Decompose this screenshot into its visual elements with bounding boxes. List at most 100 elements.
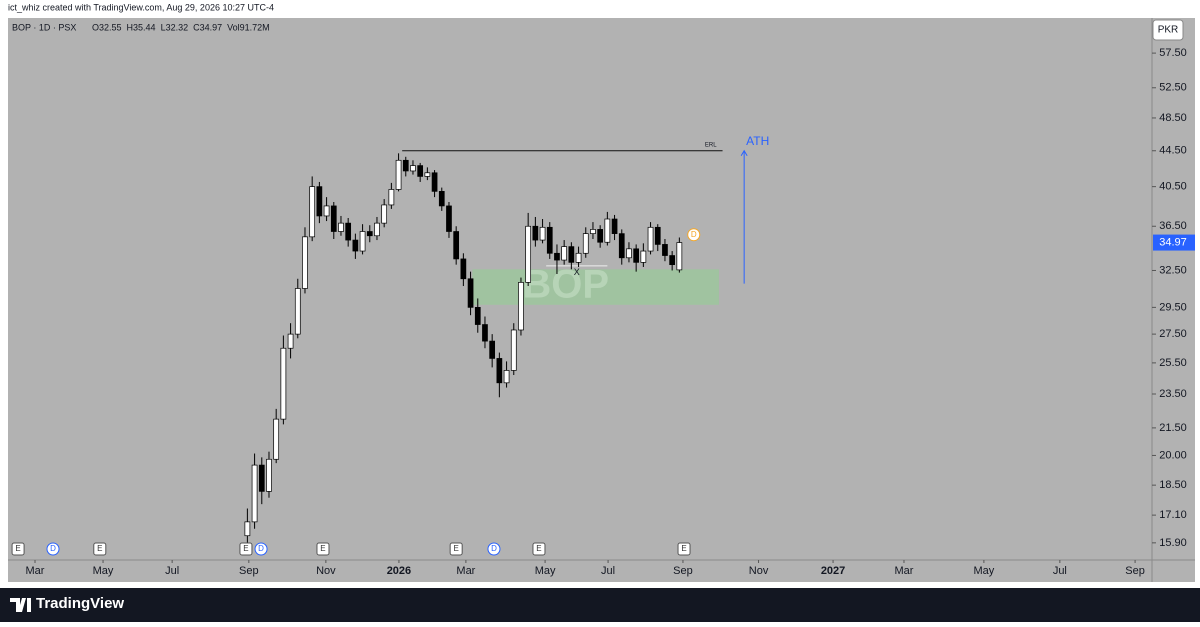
event-label[interactable]: E [320, 544, 325, 553]
y-tick-label: 23.50 [1159, 388, 1187, 400]
legend-value: H35.44 [127, 22, 156, 32]
candle-body [316, 186, 323, 217]
candle-body [258, 464, 265, 492]
event-label[interactable]: E [681, 544, 686, 553]
caption: ict_whiz created with TradingView.com, A… [8, 2, 274, 12]
candle-body [474, 307, 481, 325]
candle-body [446, 205, 452, 232]
event-label[interactable]: E [243, 544, 248, 553]
candle-body [453, 231, 460, 260]
event-shape [46, 542, 60, 556]
x-tick-label: May [93, 565, 114, 577]
candle-body [266, 458, 272, 492]
candle-body [330, 205, 337, 232]
currency-box[interactable] [1152, 19, 1184, 41]
x-tick-label: Sep [1125, 565, 1145, 577]
candle-body [345, 222, 352, 241]
candle-body [633, 248, 640, 263]
legend-value: L32.32 [161, 22, 189, 32]
candle-body [280, 347, 287, 420]
x-tick-label: May [974, 565, 995, 577]
level-label: X [574, 267, 580, 277]
y-tick-label: 25.50 [1159, 357, 1187, 369]
candle-body [244, 521, 251, 537]
candle-body [374, 222, 380, 237]
candle-body [554, 252, 560, 261]
candle-body [561, 246, 568, 261]
zone [472, 269, 719, 305]
legend-value: Vol91.72M [227, 22, 270, 32]
watermark: BOP [522, 263, 609, 307]
candle-body [525, 225, 532, 283]
event-badge[interactable]: E [239, 542, 253, 556]
candle-body [482, 324, 488, 342]
event-badge[interactable]: E [677, 542, 691, 556]
event-badge[interactable]: E [532, 542, 546, 556]
y-tick-label: 21.50 [1159, 422, 1187, 434]
event-label[interactable]: D [258, 544, 264, 553]
event-badge[interactable]: E [316, 542, 330, 556]
candle-body [590, 229, 596, 234]
candle-body [273, 418, 280, 460]
candle-body [597, 229, 604, 243]
event-label[interactable]: E [15, 544, 20, 553]
candle-body [568, 246, 575, 263]
candle-body [338, 222, 344, 232]
candle-body [640, 250, 647, 263]
candle-body [518, 282, 524, 331]
event-badge[interactable]: D [46, 542, 60, 556]
x-tick-label: 2027 [821, 565, 845, 577]
x-tick-label: Nov [749, 565, 769, 577]
event-badge[interactable]: E [449, 542, 463, 556]
candle-body [510, 329, 517, 371]
y-tick-label: 36.50 [1159, 220, 1187, 232]
event-badge[interactable]: E [93, 542, 107, 556]
candle-body [251, 464, 258, 523]
candle-body [532, 225, 539, 241]
candle-body [287, 333, 294, 349]
y-tick-label: 29.50 [1159, 301, 1187, 313]
x-tick-label: Mar [26, 565, 45, 577]
candle-body [323, 205, 330, 217]
candle-body [496, 358, 503, 384]
event-label[interactable]: E [536, 544, 541, 553]
event-label[interactable]: D [491, 544, 497, 553]
arrow-label: ATH [746, 134, 769, 148]
candle-body [626, 248, 632, 259]
x-tick-label: Mar [456, 565, 475, 577]
dividend-marker [687, 228, 701, 242]
event-label[interactable]: E [97, 544, 102, 553]
event-badge[interactable]: D [487, 542, 501, 556]
candle-body [388, 189, 395, 206]
last-price: 34.97 [1159, 236, 1187, 248]
candle-body [647, 226, 654, 252]
brand: TradingView [36, 595, 124, 612]
event-shape [677, 542, 691, 556]
candle-body [438, 191, 445, 207]
dividend-label: D [691, 230, 697, 239]
x-tick-label: Jul [601, 565, 615, 577]
y-tick-label: 20.00 [1159, 449, 1187, 461]
currency[interactable]: PKR [1158, 25, 1179, 36]
x-tick-label: Sep [239, 565, 259, 577]
event-shape [239, 542, 253, 556]
x-tick-label: May [535, 565, 556, 577]
event-shape [11, 542, 25, 556]
event-label[interactable]: E [453, 544, 458, 553]
y-tick-label: 18.50 [1159, 479, 1187, 491]
legend-value: C34.97 [193, 22, 222, 32]
candle-body [352, 239, 359, 252]
event-label[interactable]: D [50, 544, 56, 553]
candle-body [467, 278, 474, 308]
candle-body [366, 231, 373, 237]
x-tick-label: Mar [895, 565, 914, 577]
event-badge[interactable]: D [254, 542, 268, 556]
candle-body [402, 159, 409, 172]
event-badge[interactable]: E [11, 542, 25, 556]
candle-body [302, 236, 308, 289]
y-tick-label: 32.50 [1159, 264, 1187, 276]
candle-body [654, 226, 661, 245]
y-tick-label: 27.50 [1159, 328, 1187, 340]
y-tick-label: 15.90 [1159, 537, 1187, 549]
